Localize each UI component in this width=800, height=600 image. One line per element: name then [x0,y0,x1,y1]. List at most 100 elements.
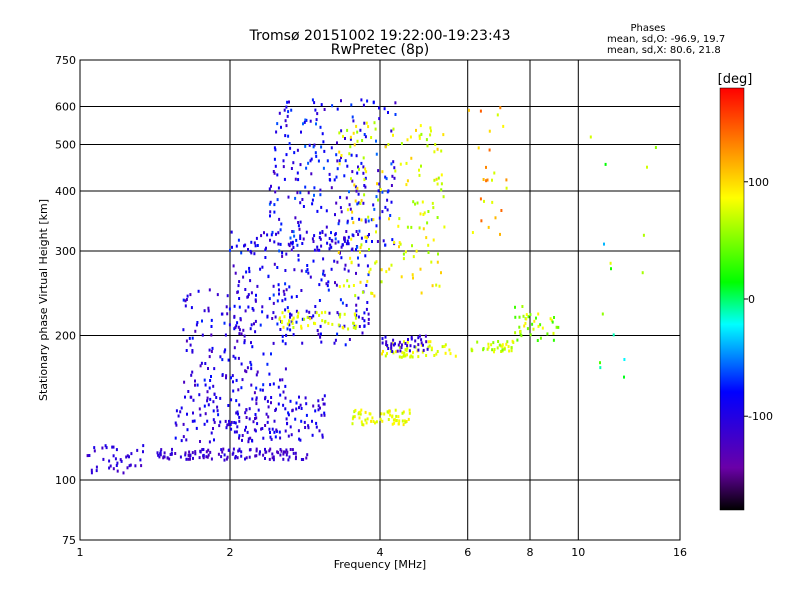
data-point [641,271,644,275]
colorbar-tick-label: -100 [748,410,773,423]
data-point [505,342,508,346]
data-point [327,321,330,325]
data-point [412,255,415,259]
data-point [305,309,308,313]
data-point [237,238,240,242]
data-point [287,411,290,415]
data-point [437,176,440,180]
data-point [514,305,516,309]
data-point [623,358,626,361]
data-point [357,315,360,319]
data-point [300,324,303,328]
data-point [315,421,318,425]
data-point [315,425,318,429]
data-point [449,352,452,356]
data-point [497,340,500,343]
data-point [236,290,239,294]
data-point [402,354,405,358]
data-point [501,348,504,352]
data-point [429,126,432,130]
data-point [339,251,341,255]
data-point [291,230,294,233]
data-point [321,230,324,233]
data-point [251,345,254,349]
data-point [184,299,187,303]
data-point [529,313,532,317]
data-point [352,326,355,330]
data-point [519,330,521,334]
data-point [114,457,117,461]
data-point [524,321,527,325]
data-point [192,398,195,402]
data-point [366,417,369,421]
data-point [347,269,350,273]
data-point [289,146,292,150]
data-point [299,403,302,407]
data-point [336,107,339,111]
data-point [427,210,430,213]
data-point [398,340,401,344]
data-point [364,220,367,224]
data-point [212,400,215,404]
data-point [351,179,354,183]
data-point [209,397,212,401]
data-point [371,240,373,243]
data-point [285,105,288,109]
data-point [156,451,159,455]
data-point [340,99,342,103]
data-point [357,165,359,169]
data-point [301,242,304,245]
data-point [184,453,187,457]
data-point [510,346,513,350]
data-point [362,201,365,205]
data-point [430,260,433,264]
data-point [302,458,305,461]
data-point [377,189,380,193]
data-point [363,193,366,197]
data-point [485,179,488,183]
x-axis-label: Frequency [MHz] [334,558,426,571]
data-point [140,464,143,468]
data-point [268,187,271,191]
data-point [185,457,188,461]
data-point [174,452,177,455]
data-point [386,208,389,212]
data-point [352,131,355,135]
data-point [231,245,233,249]
data-point [266,420,269,424]
data-point [406,353,408,357]
data-point [281,311,284,315]
data-point [278,111,281,115]
data-point [267,415,270,419]
data-point [384,175,387,179]
data-point [287,195,290,199]
data-point [390,200,393,204]
y-axis-label: Stationary phase Virtual Height [km] [37,199,50,401]
data-point [196,321,199,324]
data-point [356,202,359,206]
data-point [358,217,361,221]
data-point [246,366,249,370]
data-point [318,299,321,302]
data-point [217,413,220,417]
data-point [526,327,529,331]
data-point [273,430,276,434]
data-point [311,202,314,206]
data-point [248,455,251,459]
colorbar-tick-label: 100 [748,176,769,189]
data-point [432,238,435,242]
data-point [295,401,298,405]
data-point [350,177,352,181]
data-point [336,260,339,264]
data-point [278,217,281,221]
data-point [277,402,280,406]
data-point [286,322,289,326]
data-point [397,224,400,228]
data-point [311,98,314,102]
data-point [410,337,413,341]
data-point [294,196,297,200]
data-point [300,130,302,134]
data-point [299,438,302,442]
x-tick-label: 6 [464,546,471,559]
data-point [500,344,503,348]
